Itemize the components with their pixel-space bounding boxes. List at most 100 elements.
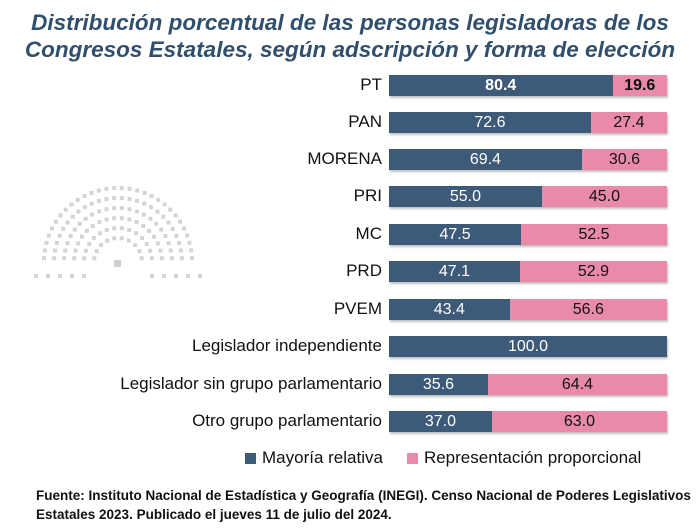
stacked-bar: 100.0 bbox=[389, 336, 667, 357]
bar-segment-rp: 63.0 bbox=[491, 411, 667, 432]
seat-mark bbox=[149, 256, 154, 261]
seat-mark bbox=[75, 197, 80, 202]
seat-mark bbox=[186, 274, 190, 278]
legend-swatch-rp bbox=[406, 452, 418, 464]
category-label: MORENA bbox=[307, 149, 382, 168]
seat-mark bbox=[72, 227, 77, 232]
seat-mark bbox=[54, 240, 59, 245]
bar-segment-rp: 45.0 bbox=[541, 186, 667, 207]
seat-mark bbox=[90, 212, 95, 217]
footnote: Fuente: Instituto Nacional de Estadístic… bbox=[36, 486, 696, 524]
seat-mark bbox=[84, 228, 89, 233]
seat-mark bbox=[104, 217, 109, 222]
seat-mark bbox=[127, 186, 132, 191]
bar-segment-mayoria: 100.0 bbox=[389, 336, 667, 357]
seat-mark bbox=[89, 201, 94, 206]
seat-mark bbox=[152, 234, 157, 239]
category-label: Legislador independiente bbox=[192, 336, 382, 355]
seat-mark bbox=[65, 220, 70, 225]
stacked-bar: 43.4 56.6 bbox=[389, 299, 667, 320]
bar-segment-mayoria: 55.0 bbox=[389, 186, 542, 207]
seat-mark bbox=[62, 256, 67, 261]
seat-mark bbox=[90, 223, 95, 228]
bar-segment-mayoria: 47.5 bbox=[389, 224, 522, 245]
seat-mark bbox=[181, 226, 186, 231]
seat-mark bbox=[187, 240, 192, 245]
seat-mark bbox=[168, 248, 173, 253]
seat-mark bbox=[112, 236, 117, 241]
seat-mark bbox=[149, 205, 154, 210]
seat-mark bbox=[149, 194, 154, 199]
seat-mark bbox=[127, 207, 132, 212]
seat-mark bbox=[76, 209, 81, 214]
seat-mark bbox=[173, 213, 178, 218]
bar-segment-mayoria: 72.6 bbox=[389, 112, 591, 133]
seat-mark bbox=[166, 220, 171, 225]
seat-mark bbox=[156, 197, 161, 202]
bar-segment-rp: 56.6 bbox=[509, 299, 667, 320]
seat-mark bbox=[104, 186, 109, 191]
seat-mark bbox=[99, 243, 104, 248]
seat-mark bbox=[127, 227, 132, 232]
seat-mark bbox=[178, 219, 183, 224]
seat-mark bbox=[104, 227, 109, 232]
bar-segment-mayoria: 43.4 bbox=[389, 299, 510, 320]
seat-mark bbox=[92, 256, 97, 261]
seat-mark bbox=[137, 249, 142, 254]
seat-mark bbox=[163, 234, 168, 239]
category-label: PRI bbox=[353, 186, 382, 205]
seat-mark bbox=[63, 207, 68, 212]
seat-mark bbox=[198, 274, 202, 278]
seat-mark bbox=[148, 216, 153, 221]
seat-mark bbox=[34, 274, 38, 278]
seat-mark bbox=[89, 190, 94, 195]
seat-mark bbox=[96, 198, 101, 203]
seat-mark bbox=[158, 248, 163, 253]
seat-mark bbox=[76, 241, 81, 246]
seat-mark bbox=[73, 248, 78, 253]
seat-mark bbox=[150, 274, 154, 278]
seat-mark bbox=[52, 256, 57, 261]
stacked-bar: 80.4 19.6 bbox=[389, 75, 667, 96]
bar-segment-rp: 30.6 bbox=[581, 149, 667, 170]
seat-mark bbox=[58, 274, 62, 278]
seat-mark bbox=[97, 220, 102, 225]
seat-mark bbox=[126, 238, 131, 243]
seat-mark bbox=[185, 233, 190, 238]
seat-mark bbox=[155, 209, 160, 214]
legend-label-rp: Representación proporcional bbox=[423, 448, 642, 467]
bar-segment-rp: 19.6 bbox=[612, 75, 667, 96]
seat-mark bbox=[53, 219, 58, 224]
seat-mark bbox=[174, 233, 179, 238]
category-label: PRD bbox=[346, 261, 382, 280]
legend: Mayoría relativa Representación proporci… bbox=[245, 448, 641, 468]
footnote-line-1: Fuente: Instituto Nacional de Estadístic… bbox=[36, 488, 691, 503]
seat-mark bbox=[70, 214, 75, 219]
seat-mark bbox=[127, 197, 132, 202]
seat-mark bbox=[70, 274, 74, 278]
seat-mark bbox=[119, 196, 124, 201]
seat-mark bbox=[147, 228, 152, 233]
seat-mark bbox=[142, 201, 147, 206]
seat-mark bbox=[104, 207, 109, 212]
seat-mark bbox=[161, 214, 166, 219]
seat-mark bbox=[179, 256, 184, 261]
bar-segment-mayoria: 69.4 bbox=[389, 149, 582, 170]
bar-segment-rp: 27.4 bbox=[590, 112, 667, 133]
seat-mark bbox=[159, 256, 164, 261]
seat-mark bbox=[141, 212, 146, 217]
seat-mark bbox=[91, 235, 96, 240]
seat-mark bbox=[97, 209, 102, 214]
legend-label-mayoria: Mayoría relativa bbox=[262, 448, 383, 467]
seat-mark bbox=[177, 240, 182, 245]
stacked-bar: 35.6 64.4 bbox=[389, 374, 667, 395]
bar-segment-rp: 52.9 bbox=[519, 261, 667, 282]
seat-mark bbox=[82, 205, 87, 210]
seat-mark bbox=[119, 236, 124, 241]
bar-segment-mayoria: 35.6 bbox=[389, 374, 488, 395]
legend-swatch-mayoria bbox=[245, 452, 256, 464]
seat-mark bbox=[42, 248, 47, 253]
seat-mark bbox=[162, 202, 167, 207]
seat-mark bbox=[82, 274, 86, 278]
seat-mark bbox=[139, 256, 144, 261]
